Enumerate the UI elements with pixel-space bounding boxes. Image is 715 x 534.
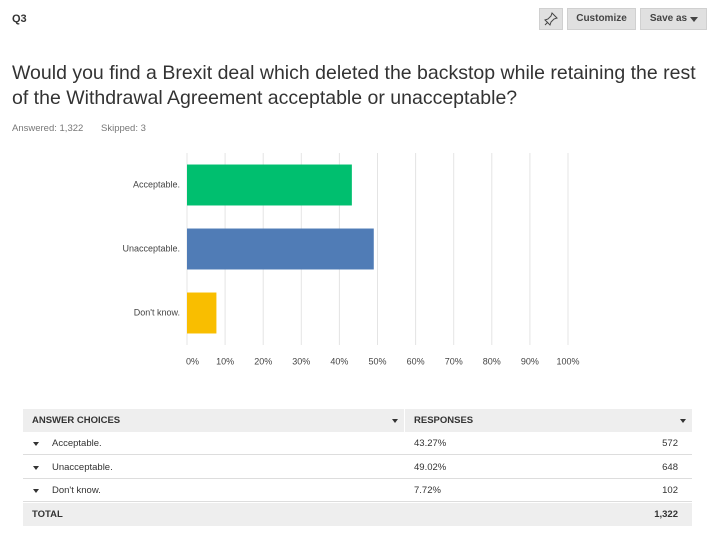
choice-cell: Unacceptable. xyxy=(52,461,113,473)
sort-arrow xyxy=(33,489,39,493)
table-row: Acceptable. 43.27% 572 xyxy=(23,432,692,455)
table-row: Unacceptable. 49.02% 648 xyxy=(23,456,692,479)
header-cell: ANSWER CHOICES xyxy=(32,415,121,426)
chart: 0% 10% 20% 30% 40% 50% 60% 70% 80% 90% 100% Accepta… xyxy=(122,153,580,366)
y-tick-label: Unacceptable. xyxy=(122,243,180,253)
x-tick-label: 50% xyxy=(368,356,386,366)
choice-cell: Acceptable. xyxy=(52,438,102,449)
x-tick-label: 60% xyxy=(407,356,425,366)
question-number: Q3 xyxy=(12,13,27,25)
x-tick-label: 10% xyxy=(216,356,234,366)
x-tick-label: 80% xyxy=(483,356,501,366)
total-label: TOTAL xyxy=(32,509,63,520)
x-tick-label: 100% xyxy=(556,356,579,366)
bar xyxy=(187,228,374,270)
table-total: TOTAL 1,322 xyxy=(23,503,692,526)
save-as-button[interactable]: Save as xyxy=(640,8,707,30)
x-tick-label: 0% xyxy=(186,356,199,366)
bar xyxy=(187,292,217,334)
table-row: Don't know. 7.72% 102 xyxy=(23,479,692,502)
x-tick-label: 70% xyxy=(445,356,463,366)
sort-arrow xyxy=(33,442,39,446)
save-as-label: Save as xyxy=(649,13,688,24)
x-tick-label: 90% xyxy=(521,356,539,366)
sort-arrow xyxy=(33,465,39,470)
bar xyxy=(187,164,352,206)
count-cell: 648 xyxy=(662,461,678,473)
skipped: Skipped: 3 xyxy=(101,123,146,134)
sort-arrow xyxy=(392,419,398,423)
choice-cell: Don't know. xyxy=(52,485,101,496)
header-divider xyxy=(404,409,405,432)
sort-arrow xyxy=(680,419,686,423)
percent-cell: 43.27% xyxy=(414,438,447,449)
answered: Answered: 1,322 xyxy=(12,123,84,134)
count-cell: 572 xyxy=(662,438,678,449)
pin-icon xyxy=(544,12,558,26)
dropdown-arrow xyxy=(690,17,698,22)
total-count: 1,322 xyxy=(654,509,678,520)
count-cell: 102 xyxy=(662,485,678,496)
customize-button[interactable]: Customize xyxy=(567,8,636,30)
y-tick-label: Don't know. xyxy=(134,307,180,317)
y-tick-label: Acceptable. xyxy=(133,179,180,189)
x-tick-label: 20% xyxy=(254,356,272,366)
x-tick-label: 30% xyxy=(292,356,310,366)
percent-cell: 49.02% xyxy=(414,461,447,473)
percent-cell: 7.72% xyxy=(414,485,441,496)
question-title: Would you find a Brexit deal which delet… xyxy=(12,62,696,109)
table-header: ANSWER CHOICES RESPONSES xyxy=(23,409,692,432)
x-tick-label: 40% xyxy=(330,356,348,366)
header-cell: RESPONSES xyxy=(414,415,474,426)
pin-button[interactable] xyxy=(539,8,563,30)
